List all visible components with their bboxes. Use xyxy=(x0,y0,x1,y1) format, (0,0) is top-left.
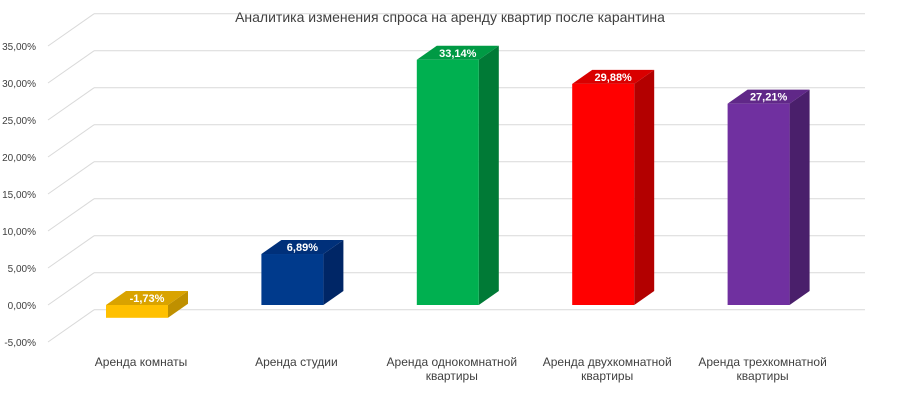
category-axis: Аренда комнаты Аренда студии Аренда одноко… xyxy=(95,355,827,383)
gridline-diagonal xyxy=(47,198,95,232)
bar-front xyxy=(261,254,324,305)
data-label: 27,21% xyxy=(750,92,788,104)
data-label: 6,89% xyxy=(287,242,318,254)
gridline-diagonal xyxy=(47,124,95,158)
bar: 33,14% xyxy=(416,45,499,305)
category-label: Аренда студии xyxy=(255,355,338,369)
bar-side xyxy=(323,240,344,305)
gridline-diagonal xyxy=(47,161,95,195)
bar-side xyxy=(168,291,188,318)
y-tick-label: 25,00% xyxy=(2,116,36,127)
bar-front xyxy=(416,59,479,305)
category-label: Аренда комнаты xyxy=(95,355,187,369)
y-tick-label: -5,00% xyxy=(4,338,36,349)
data-label: 33,14% xyxy=(439,48,477,60)
y-tick-label: 35,00% xyxy=(2,42,36,53)
y-tick-label: 0,00% xyxy=(8,301,36,312)
bar-side xyxy=(789,89,810,306)
y-tick-label: 15,00% xyxy=(2,190,36,201)
bar: 6,89% xyxy=(261,240,344,305)
y-tick-label: 5,00% xyxy=(8,264,36,275)
y-tick-label: 10,00% xyxy=(2,227,36,238)
bar: 29,88% xyxy=(572,69,655,305)
bar-front xyxy=(572,83,635,305)
gridline-diagonal xyxy=(47,235,95,269)
bar-top xyxy=(261,240,344,255)
gridline-diagonal xyxy=(47,87,95,121)
gridline-diagonal xyxy=(47,50,95,84)
gridline-diagonal xyxy=(47,13,95,47)
bar-side xyxy=(478,45,499,305)
data-label: 29,88% xyxy=(595,72,633,84)
bar-side xyxy=(634,69,655,305)
bar-top xyxy=(572,69,655,84)
bar: 27,21% xyxy=(727,89,810,306)
gridline-diagonal xyxy=(47,272,95,306)
data-label: -1,73% xyxy=(130,293,165,305)
bar-top xyxy=(416,45,499,60)
category-label: квартиры xyxy=(581,369,633,383)
bar-front xyxy=(106,305,168,318)
category-label: Аренда двухкомнатной xyxy=(543,355,672,369)
bar-front xyxy=(727,103,790,305)
category-label: Аренда трехкомнатной xyxy=(698,355,826,369)
category-label: Аренда однокомнатной xyxy=(387,355,518,369)
y-axis: -5,00% 0,00% 5,00% 10,00% 15,00% 20,00% 25,00%… xyxy=(2,42,36,349)
category-label: квартиры xyxy=(426,369,478,383)
y-tick-label: 20,00% xyxy=(2,153,36,164)
bar-top xyxy=(106,291,188,305)
chart-title: Аналитика изменения спроса на аренду ква… xyxy=(235,9,665,25)
y-tick-label: 30,00% xyxy=(2,79,36,90)
category-label: квартиры xyxy=(737,369,789,383)
gridline-diagonal xyxy=(47,309,95,343)
bar-top xyxy=(727,89,810,104)
bar: -1,73% xyxy=(106,291,188,318)
bars-layer: -1,73% 6,89% 33,14% 29,88% 27,21% xyxy=(106,45,810,318)
